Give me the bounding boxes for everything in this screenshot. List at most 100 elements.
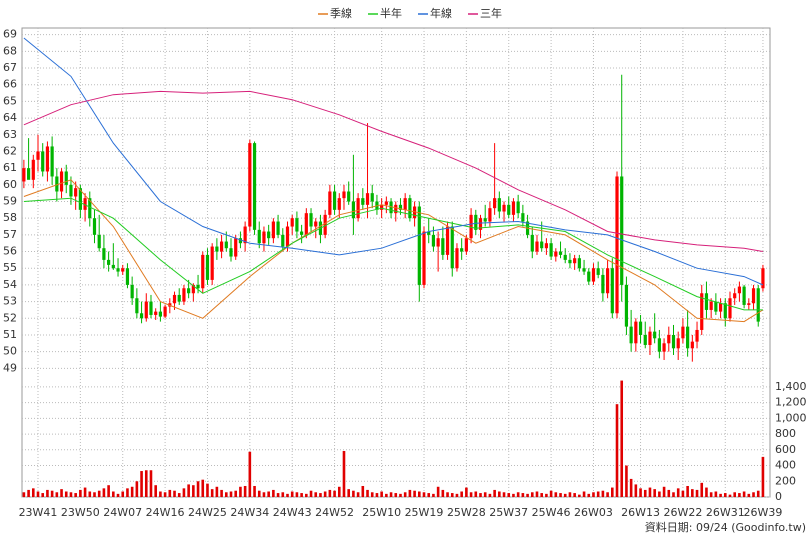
candle-body [257,229,261,244]
candle-body [285,226,290,247]
candle-body [356,198,360,219]
volume-bar [483,492,487,497]
candle-body [733,293,737,299]
volume-bar [328,489,332,497]
volume-bar [352,490,355,497]
volume-bar [545,493,548,497]
y-tick-label: 62 [3,144,17,157]
candle-body [728,298,732,319]
candle-body [107,259,111,265]
volume-bar [516,492,520,497]
candle-body [686,326,690,349]
volume-bar [192,485,195,497]
volume-bar [394,493,398,497]
x-tick-label: 26W31 [706,506,745,519]
x-tick-label: 24W07 [103,506,142,519]
volume-bar [474,491,478,497]
volume-bar [253,485,256,497]
candle-body [591,268,596,282]
candle-body [436,238,440,247]
volume-bar [229,491,233,497]
candle-body [323,214,327,235]
candle-body [149,301,153,315]
volume-bar [46,489,49,497]
volume-bar [257,490,261,497]
volume-bar [648,487,652,497]
x-tick-label: 24W25 [188,506,227,519]
candle-body [544,243,549,249]
volume-bar [719,493,722,497]
volume-bar [403,492,407,497]
volume-bar [667,489,671,497]
x-tick-label: 26W22 [663,506,702,519]
volume-bar [83,487,87,497]
volume-bar [31,488,35,497]
y-tick-label: 60 [3,178,17,191]
x-tick-label: 25W19 [405,506,444,519]
volume-bar [625,465,628,497]
candle-body [521,213,525,222]
y2-tick-label: 1,000 [775,411,807,424]
volume-bar [507,493,511,497]
volume-bar [568,492,572,497]
volume-bar [305,493,308,497]
volume-bar [375,493,379,497]
y2-tick-label: 1,400 [775,380,807,393]
candle-body [624,284,629,327]
candle-body [573,258,577,264]
volume-bar [385,493,388,497]
volume-bar [705,487,708,497]
volume-bar [130,486,134,497]
y-tick-label: 68 [3,44,17,57]
candle-body [469,214,473,239]
y-tick-label: 57 [3,228,17,241]
volume-bar [173,490,176,497]
candle-body [629,326,633,344]
volume-bar [686,485,689,497]
candle-body [135,298,139,314]
candle-body [351,201,355,219]
candle-body [690,341,694,349]
candle-body [342,191,346,199]
volume-bar [695,489,699,497]
volume-bar [366,489,369,497]
y-tick-label: 65 [3,94,17,107]
y-tick-label: 52 [3,311,17,324]
volume-bar [281,492,285,497]
volume-bar [512,493,515,497]
x-tick-label: 25W28 [447,506,486,519]
candle-body [69,184,73,197]
y-tick-label: 55 [3,261,17,274]
candle-body [380,204,384,210]
candle-body [97,234,101,249]
x-tick-label: 25W37 [489,506,528,519]
volume-bar [540,493,543,497]
x-tick-label: 23W50 [61,506,100,519]
candle-body [365,193,370,205]
volume-bar [408,489,412,497]
candle-body [389,201,393,214]
volume-bar [319,493,322,497]
volume-bar [159,491,162,497]
candle-body [290,218,294,227]
y-tick-label: 50 [3,345,17,358]
candle-body [304,213,308,235]
candle-body [74,188,78,197]
candle-body [370,193,374,202]
candle-body [22,168,26,182]
volume-bar [399,493,402,497]
volume-bar [587,493,591,497]
x-tick-label: 24W43 [273,506,312,519]
volume-bar [215,486,219,497]
candle-body [681,326,685,339]
volume-bar [601,490,605,497]
candle-body [488,208,492,222]
volume-bar [36,491,40,497]
candle-body [558,251,563,255]
volume-bar [493,489,496,497]
volume-bar [756,490,760,497]
candle-body [615,176,619,314]
volume-bar [149,470,153,497]
candle-body [102,248,106,260]
